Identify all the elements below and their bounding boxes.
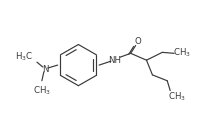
Text: N: N <box>43 64 49 74</box>
Text: CH$_3$: CH$_3$ <box>33 84 51 97</box>
Text: H$_3$C: H$_3$C <box>15 51 33 64</box>
Text: O: O <box>134 37 141 46</box>
Text: CH$_3$: CH$_3$ <box>173 46 191 59</box>
Text: CH$_3$: CH$_3$ <box>168 90 186 103</box>
Text: NH: NH <box>108 56 122 65</box>
